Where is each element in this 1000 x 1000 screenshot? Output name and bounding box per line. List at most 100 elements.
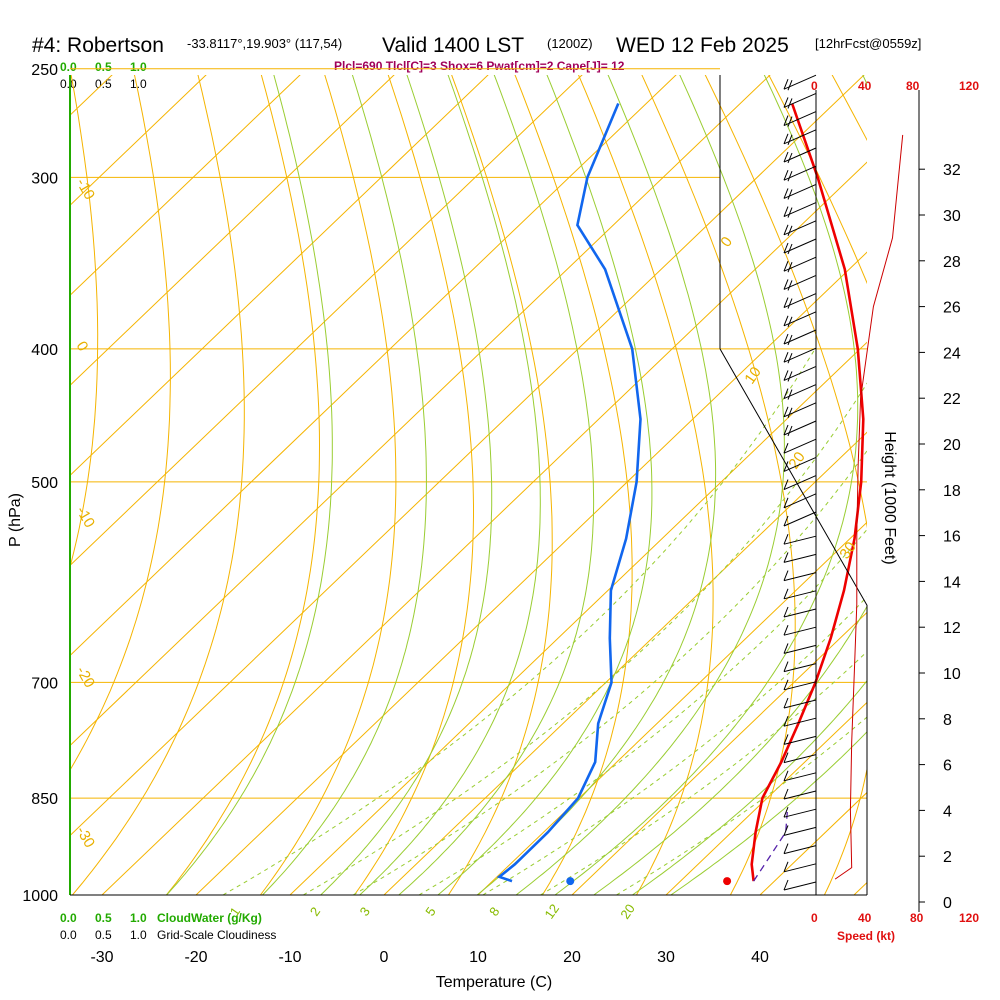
wind-barb-flag-1	[783, 861, 789, 872]
wind-barb-flag-2	[783, 843, 789, 854]
wind-barb-16	[783, 590, 817, 600]
wind-barb-flag-10	[783, 697, 789, 709]
dry-adiabat-240	[71, 75, 245, 895]
wind-barb-flag-11	[783, 679, 789, 690]
dry-adiabat-340	[831, 75, 867, 142]
wind-barb-14	[783, 626, 817, 636]
temperature-tick-0: 0	[380, 949, 389, 966]
wind-speed-profile	[834, 134, 904, 880]
isotherm-label-7: 20	[785, 449, 808, 472]
wind-barb-flag-35	[783, 242, 789, 254]
mixing-ratio-labels: 1 2 3 5 8 12 20	[227, 901, 638, 921]
wind-barb-10	[783, 699, 817, 709]
height-tick-28: 28	[943, 254, 961, 271]
cloud-tick-bottom-green-1: 0.5	[95, 911, 112, 925]
cloudwater-label: CloudWater (g/Kg)	[157, 911, 262, 925]
wind-barb-20	[783, 511, 817, 527]
dry-adiabat-280	[447, 75, 553, 895]
moist-adiabat-0	[165, 75, 333, 895]
temperature-tick--10: -10	[278, 949, 301, 966]
wind-barb-11	[783, 681, 817, 691]
isotherm-20	[571, 611, 867, 895]
title-station: #4: Robertson	[32, 34, 164, 57]
title-date: WED 12 Feb 2025	[616, 34, 789, 57]
wind-barb-flag-34	[783, 261, 789, 272]
wind-barb-flag2-39	[787, 171, 793, 182]
wind-barb-flag-20	[783, 515, 789, 527]
wind-barb-flag-16	[783, 588, 789, 599]
isotherm-label-1: 0	[73, 339, 92, 355]
cloud-tick-bottom-green-0: 0.0	[60, 911, 77, 925]
title-forecast: [12hrFcst@0559z]	[815, 36, 921, 51]
wind-barb-flag-24	[783, 443, 789, 454]
cloud-tick-top-green-2: 1.0	[130, 60, 147, 74]
wind-barb-flag-38	[783, 188, 789, 199]
height-tick-14: 14	[943, 574, 961, 591]
dry-adiabat-250	[165, 75, 321, 895]
isotherm-label-8: 30	[836, 539, 859, 562]
wind-barb-flag-25	[783, 424, 789, 436]
wind-barb-flag2-42	[787, 116, 793, 127]
wind-barb-5	[783, 790, 817, 800]
wind-barb-15	[783, 608, 817, 618]
wind-barb-flag2-34	[787, 262, 793, 273]
wind-barb-flag2-40	[787, 152, 793, 164]
pressure-tick-labels: 250 300 400 500 700 850 1000	[22, 62, 58, 905]
wind-barb-flag-0	[783, 879, 789, 891]
moist-adiabat-2	[319, 75, 493, 895]
wind-barb-9	[783, 717, 817, 727]
wind-barb-flag-31	[783, 315, 789, 326]
wind-barb-17	[783, 572, 817, 582]
mixing-ratio-3	[352, 450, 867, 895]
wind-barbs	[783, 74, 817, 891]
cloud-tick-bottom-black-1: 0.5	[95, 928, 112, 942]
wind-barb-22	[783, 475, 817, 491]
wind-barb-flag-43	[783, 97, 789, 108]
isotherm-30	[665, 701, 867, 895]
isotherm--100	[70, 75, 301, 297]
temperature-tick-labels: -30 -20 -10 0 10 20 30 40	[90, 949, 769, 966]
wind-barb-flag-44	[783, 79, 789, 90]
moist-adiabat-11	[669, 731, 867, 895]
wind-barb-flag2-33	[787, 280, 793, 291]
height-tick-22: 22	[943, 391, 961, 408]
moist-adiabat-4	[398, 75, 595, 895]
mixing-ratio-label-12: 12	[541, 901, 562, 921]
height-tick-0: 0	[943, 895, 952, 912]
wind-barb-flag-26	[783, 406, 789, 417]
height-tick-16: 16	[943, 529, 961, 546]
isotherm--40	[70, 75, 865, 837]
isotherm--90	[70, 75, 395, 387]
thermo-diagram	[70, 75, 867, 895]
dry-adiabat-220	[70, 75, 99, 569]
cloud-tick-bottom-green-2: 1.0	[130, 911, 147, 925]
moist-adiabat-5	[437, 75, 653, 895]
wind-barb-18	[783, 553, 817, 563]
wind-barb-flag-7	[783, 752, 789, 763]
wind-barb-flag-19	[783, 534, 789, 545]
dry-adiabat-290	[514, 75, 633, 895]
wind-barb-flag-8	[783, 734, 789, 745]
isotherm-label-4: -30	[73, 824, 99, 851]
wind-barb-8	[783, 735, 817, 745]
dry-adiabat-270	[353, 75, 474, 895]
temperature-tick-10: 10	[469, 949, 487, 966]
speed-tick-bottom-0: 0	[811, 911, 818, 925]
cloud-tick-bottom-black-0: 0.0	[60, 928, 77, 942]
speed-tick-bottom-2: 80	[910, 911, 924, 925]
height-tick-24: 24	[943, 345, 961, 362]
pressure-tick-300: 300	[31, 170, 58, 187]
dry-adiabat-310	[641, 75, 796, 895]
wind-barb-flag-3	[783, 825, 789, 836]
pressure-tick-500: 500	[31, 475, 58, 492]
pressure-tick-700: 700	[31, 675, 58, 692]
wind-barb-4	[783, 808, 817, 818]
isotherm-label-2: -10	[73, 504, 99, 531]
height-tick-20: 20	[943, 437, 961, 454]
mixing-ratio-lines	[222, 348, 867, 895]
title-utc: (1200Z)	[547, 36, 593, 51]
isotherm--70	[70, 75, 583, 567]
wind-barb-24	[783, 438, 817, 454]
isobar-lines	[70, 68, 867, 896]
wind-barb-flag-23	[783, 461, 789, 472]
